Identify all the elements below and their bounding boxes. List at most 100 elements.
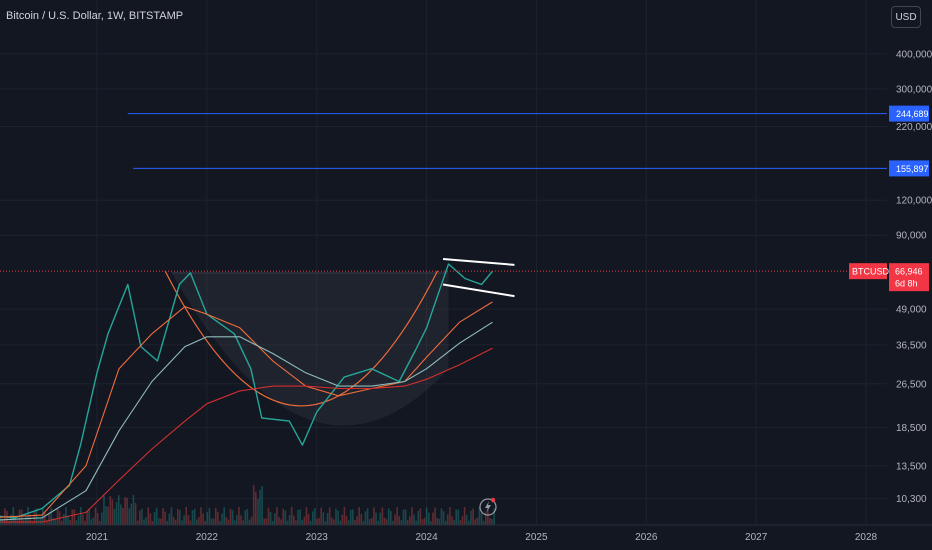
volume-bar — [242, 520, 244, 525]
volume-bar — [105, 506, 107, 525]
volume-bar — [390, 510, 392, 525]
volume-bar — [330, 517, 333, 525]
volume-bar — [56, 508, 59, 525]
volume-bar — [86, 510, 88, 525]
volume-bar — [364, 511, 367, 525]
last-price-label: 66,946 — [895, 267, 923, 277]
volume-bar — [362, 520, 365, 525]
volume-bar — [290, 507, 293, 525]
volume-bar — [238, 507, 240, 525]
volume-bar — [396, 507, 398, 525]
volume-bar — [185, 507, 188, 525]
volume-bar — [368, 518, 371, 525]
volume-bars — [0, 485, 495, 525]
volume-bar — [204, 520, 206, 525]
volume-bar — [151, 520, 154, 525]
price-tick-label: 49,000 — [896, 305, 927, 316]
volume-bar — [335, 508, 337, 525]
volume-bar — [240, 515, 242, 525]
volume-bar — [259, 489, 261, 525]
volume-bar — [434, 507, 436, 525]
price-axis[interactable]: 400,000 300,000 220,000 120,000 90,000 49,000… — [896, 49, 932, 505]
volume-bar — [411, 507, 413, 525]
volume-bar — [295, 520, 297, 525]
volume-bar — [221, 513, 223, 525]
volume-bar — [145, 517, 147, 525]
volume-bar — [124, 497, 126, 525]
time-axis[interactable]: 2021 2022 2023 2024 2025 2026 2027 2028 — [0, 524, 932, 543]
volume-bar — [208, 507, 211, 525]
volume-bar — [25, 516, 27, 525]
volume-bar — [75, 520, 78, 525]
volume-bar — [111, 499, 114, 525]
volume-bar — [244, 510, 247, 525]
volume-bar — [430, 520, 432, 525]
volume-bar — [134, 502, 137, 525]
currency-button[interactable]: USD — [891, 6, 921, 28]
moving-average-line — [0, 301, 493, 518]
channel-upper-line — [442, 257, 515, 266]
volume-bar — [206, 511, 209, 525]
volume-bar — [385, 519, 388, 525]
volume-bar — [297, 509, 299, 525]
volume-bar — [440, 508, 443, 525]
volume-bar — [229, 508, 232, 525]
volume-bar — [274, 513, 276, 525]
volume-bar — [461, 515, 464, 525]
volume-bar — [307, 513, 310, 525]
volume-bar — [248, 519, 251, 525]
horizontal-levels[interactable] — [0, 113, 887, 272]
moving-average-line — [0, 321, 493, 521]
volume-bar — [459, 520, 462, 525]
volume-bar — [8, 520, 10, 525]
volume-bar — [65, 507, 67, 525]
volume-bar — [73, 509, 76, 525]
volume-bar — [231, 510, 234, 525]
volume-bar — [179, 510, 181, 525]
volume-bar — [217, 511, 219, 525]
volume-bar — [423, 517, 426, 525]
moving-average-line — [0, 347, 493, 523]
volume-bar — [436, 517, 439, 525]
volume-bar — [491, 518, 493, 525]
volume-bar — [257, 498, 259, 525]
volume-bar — [480, 512, 483, 525]
volume-bar — [223, 507, 225, 525]
channel-annotation — [442, 257, 515, 298]
volume-bar — [191, 510, 194, 525]
volume-bar — [250, 516, 253, 525]
volume-bar — [455, 509, 457, 525]
volume-bar — [157, 518, 160, 525]
volume-bar — [193, 508, 196, 525]
volume-bar — [82, 514, 84, 525]
volume-bar — [425, 507, 428, 525]
volume-bar — [212, 518, 215, 525]
volume-bar — [375, 512, 377, 525]
volume-bar — [120, 504, 122, 525]
volume-bar — [166, 520, 169, 525]
lightning-icon[interactable] — [479, 497, 497, 516]
volume-bar — [311, 511, 314, 525]
volume-bar — [303, 516, 306, 525]
price-tick-label: 120,000 — [896, 196, 932, 207]
volume-bar — [84, 520, 86, 525]
volume-bar — [109, 496, 112, 525]
volume-bar — [470, 510, 472, 525]
volume-bar — [107, 506, 109, 525]
volume-bar — [267, 507, 270, 525]
time-tick-label: 2025 — [525, 532, 548, 543]
volume-bar — [463, 507, 466, 525]
price-tick-label: 220,000 — [896, 122, 932, 133]
volume-bar — [493, 508, 495, 525]
time-tick-label: 2022 — [196, 532, 219, 543]
volume-bar — [381, 507, 384, 525]
volume-bar — [181, 520, 183, 525]
volume-bar — [54, 518, 57, 525]
volume-bar — [60, 520, 63, 525]
volume-bar — [276, 507, 278, 525]
volume-bar — [263, 518, 266, 525]
volume-bar — [14, 516, 17, 525]
volume-bar — [449, 507, 451, 525]
volume-bar — [255, 491, 257, 525]
